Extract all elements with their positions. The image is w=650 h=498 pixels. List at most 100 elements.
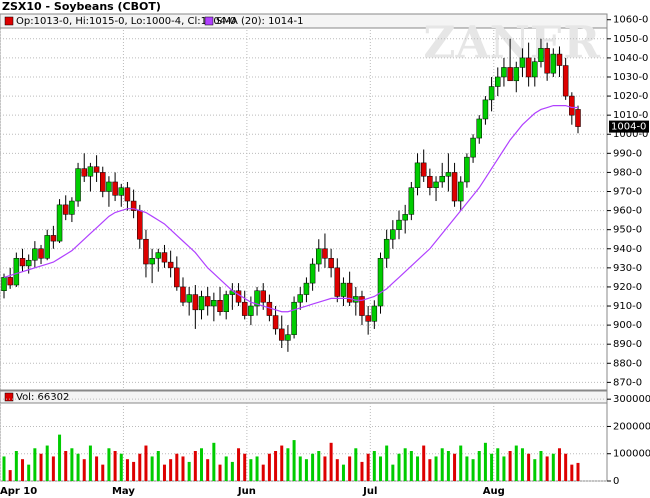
- legend-volume: Vol: 66302: [16, 392, 69, 403]
- candle-body: [112, 181, 118, 196]
- candle-body: [7, 277, 13, 286]
- candle-body: [93, 166, 100, 173]
- volume-bar: [261, 464, 265, 481]
- volume-bar: [385, 445, 389, 481]
- candle-body: [470, 137, 476, 158]
- legend-swatch: [4, 392, 14, 402]
- candle-body: [62, 204, 69, 215]
- candle-body: [408, 187, 415, 215]
- volume-bar: [88, 445, 92, 481]
- last-price-badge: [609, 120, 649, 133]
- y-tick-label: 0: [613, 476, 619, 487]
- candle-body: [50, 235, 57, 242]
- candle-body: [248, 305, 254, 316]
- candle-body: [439, 175, 445, 183]
- volume-bar: [570, 464, 574, 481]
- volume-bar: [45, 445, 49, 481]
- volume-bar: [422, 445, 426, 481]
- volume-bar: [107, 448, 111, 481]
- volume-bar: [416, 456, 420, 481]
- candle-body: [575, 109, 581, 127]
- y-tick-label: 990-0: [613, 148, 642, 159]
- candle-body: [519, 57, 526, 68]
- y-tick-label: 1050-0: [613, 34, 648, 45]
- volume-bar: [255, 456, 259, 481]
- volume-bar: [527, 453, 531, 481]
- candle-body: [346, 282, 353, 303]
- volume-bar: [230, 461, 234, 481]
- volume-bar: [119, 453, 123, 481]
- candle-body: [501, 67, 507, 78]
- candle-body: [328, 258, 334, 269]
- watermark: ZANER: [423, 18, 600, 69]
- candle-body: [254, 290, 260, 307]
- y-tick-label: 870-0: [613, 377, 642, 388]
- volume-bar: [508, 451, 512, 481]
- candle-body: [309, 263, 316, 284]
- volume-bar: [391, 464, 395, 481]
- candle-body: [402, 214, 408, 221]
- y-tick-label: 1060-0: [613, 15, 648, 26]
- volume-bar: [409, 451, 413, 481]
- candle-body: [235, 290, 242, 303]
- y-tick-label: 1040-0: [613, 53, 648, 64]
- volume-bar: [51, 456, 55, 481]
- volume-bar: [311, 453, 315, 481]
- y-tick-label: 1000-0: [613, 129, 648, 140]
- volume-bar: [354, 448, 358, 481]
- x-tick-label: Apr 10: [0, 486, 37, 497]
- candle-body: [340, 282, 347, 297]
- chart-title: ZSX10 - Soybeans (CBOT): [2, 0, 161, 13]
- candle-body: [285, 334, 291, 341]
- candle-body: [56, 204, 63, 242]
- volume-bar: [317, 451, 321, 481]
- volume-bar: [576, 462, 580, 481]
- volume-bar: [181, 456, 185, 481]
- candle-body: [488, 86, 495, 101]
- candle-body: [569, 95, 575, 116]
- candle-body: [143, 238, 149, 265]
- legend-swatch: [204, 16, 214, 26]
- volume-bar: [218, 464, 222, 481]
- candle-body: [100, 172, 106, 192]
- volume-bar: [477, 451, 481, 481]
- candle-body: [291, 301, 297, 335]
- candle-body: [192, 294, 199, 311]
- volume-bar: [125, 459, 129, 481]
- candle-body: [217, 300, 223, 312]
- y-tick-label: 200000: [613, 421, 650, 432]
- volume-bar: [323, 456, 327, 481]
- volume-bar: [187, 461, 191, 481]
- legend-ohlc: Op:1013-0, Hi:1015-0, Lo:1000-4, Cl:1004…: [16, 16, 236, 27]
- candle-body: [464, 156, 470, 183]
- volume-bar: [533, 459, 537, 481]
- y-tick-label: 880-0: [613, 358, 642, 369]
- candle-body: [44, 235, 50, 259]
- candle-body: [451, 172, 458, 202]
- volume-bar: [14, 451, 18, 481]
- volume-bar: [378, 456, 382, 481]
- y-tick-label: 100000: [613, 449, 650, 460]
- volume-bar: [101, 464, 105, 481]
- volume-bar: [150, 456, 154, 481]
- candle-body: [562, 65, 569, 97]
- volume-bar: [138, 453, 142, 481]
- candle-body: [297, 294, 304, 303]
- candle-body: [420, 162, 427, 177]
- volume-bar: [483, 442, 487, 481]
- candle-body: [371, 305, 378, 322]
- volume-bar: [465, 456, 469, 481]
- y-tick-label: 910-0: [613, 301, 642, 312]
- y-tick-label: 980-0: [613, 167, 642, 178]
- volume-bar: [298, 456, 302, 481]
- x-tick-label: Aug: [483, 486, 505, 497]
- candle-body: [137, 210, 143, 240]
- volume-bar: [564, 453, 568, 481]
- volume-bar: [33, 448, 37, 481]
- candle-body: [1, 277, 7, 292]
- candle-body: [211, 300, 217, 307]
- volume-bar: [434, 456, 438, 481]
- candle-body: [365, 315, 371, 322]
- volume-bar: [372, 451, 376, 481]
- volume-bar: [169, 459, 173, 481]
